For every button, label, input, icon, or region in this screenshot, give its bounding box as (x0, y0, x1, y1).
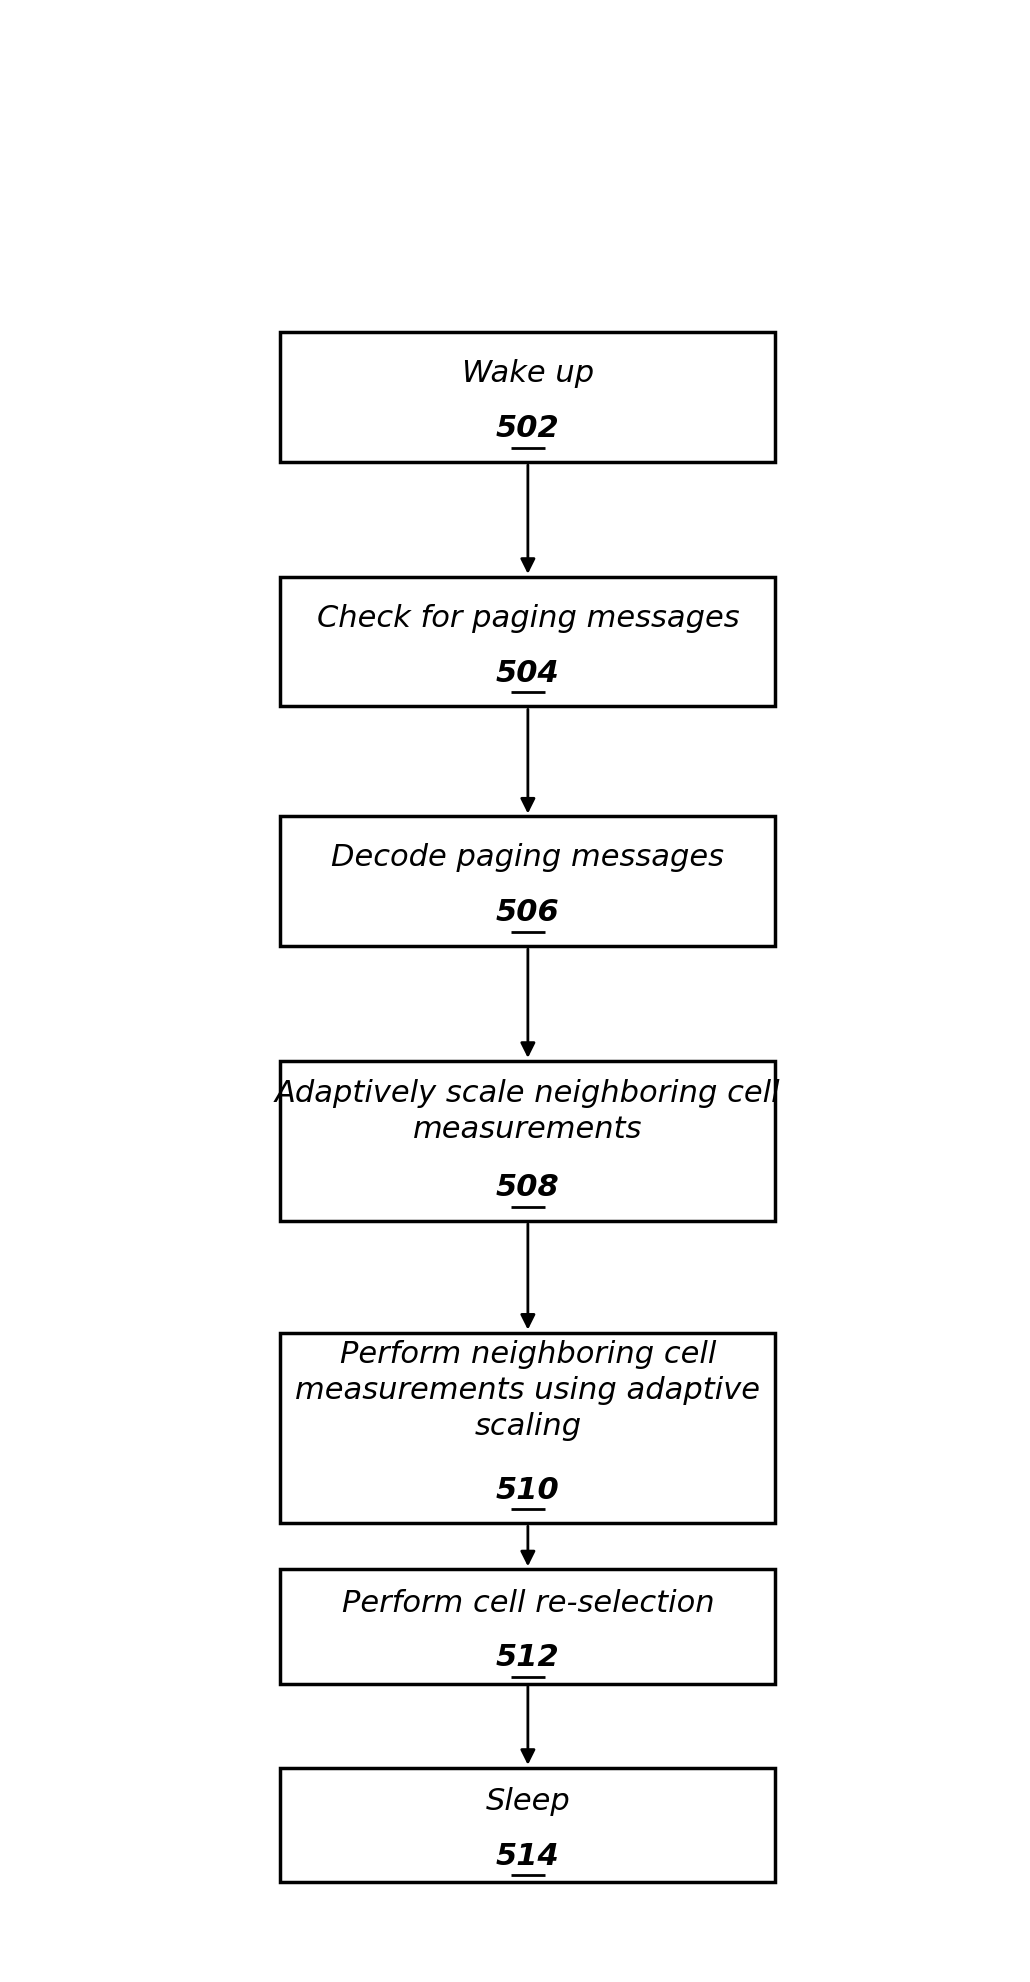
Bar (280, 333, 776, 464)
Bar (280, 1768, 776, 1883)
Bar (280, 1332, 776, 1524)
Text: Perform cell re-selection: Perform cell re-selection (342, 1588, 714, 1617)
Bar (280, 577, 776, 708)
Bar (280, 1060, 776, 1221)
Bar (280, 817, 776, 947)
Text: Perform neighboring cell
measurements using adaptive
scaling: Perform neighboring cell measurements us… (296, 1340, 760, 1441)
Text: 502: 502 (496, 414, 559, 444)
Text: 506: 506 (496, 898, 559, 928)
Text: 508: 508 (496, 1173, 559, 1201)
Bar (280, 1570, 776, 1685)
Text: Decode paging messages: Decode paging messages (332, 842, 724, 872)
Text: 514: 514 (496, 1841, 559, 1871)
Text: 510: 510 (496, 1475, 559, 1504)
Text: 512: 512 (496, 1643, 559, 1671)
Text: Check for paging messages: Check for paging messages (316, 603, 740, 632)
Text: Wake up: Wake up (461, 359, 594, 388)
Text: Adaptively scale neighboring cell
measurements: Adaptively scale neighboring cell measur… (275, 1078, 781, 1144)
Text: Sleep: Sleep (485, 1786, 571, 1816)
Text: 504: 504 (496, 658, 559, 688)
